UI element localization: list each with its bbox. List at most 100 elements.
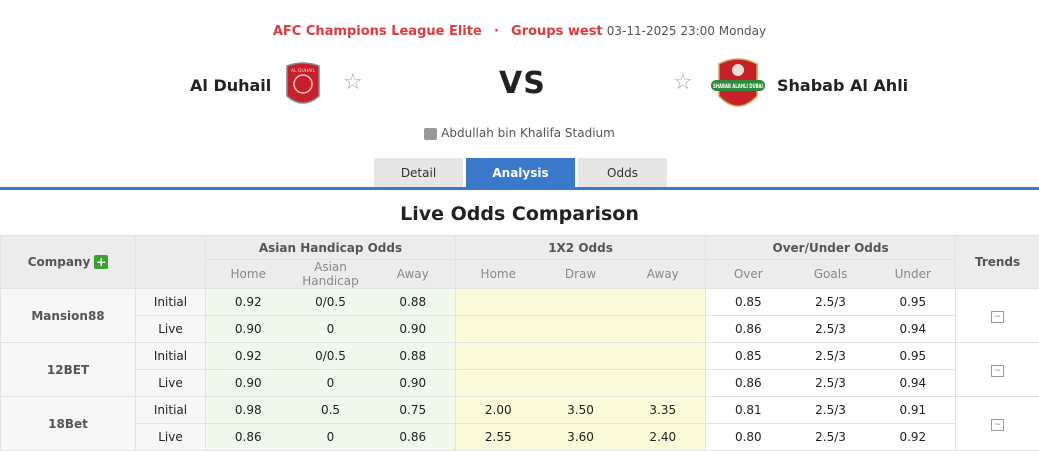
odds-cell: [541, 343, 621, 370]
trend-chart-icon[interactable]: ~: [991, 365, 1004, 377]
odds-cell: 0: [291, 424, 371, 451]
odds-cell: 0.86: [206, 424, 291, 451]
odds-cell: [541, 289, 621, 316]
trends-cell: ~: [956, 343, 1039, 397]
odds-cell: 3.35: [621, 397, 706, 424]
odds-cell: 0.90: [371, 316, 456, 343]
odds-cell: 3.50: [541, 397, 621, 424]
company-name[interactable]: 12BET: [1, 343, 136, 397]
trends-header: Trends: [956, 236, 1039, 289]
odds-cell: 0.86: [371, 424, 456, 451]
odds-cell: 0.81: [706, 397, 791, 424]
away-team-name[interactable]: Shabab Al Ahli: [777, 76, 908, 95]
odds-type: Initial: [136, 397, 206, 424]
odds-cell: 0.80: [706, 424, 791, 451]
odds-cell: 0: [291, 316, 371, 343]
add-company-plus-icon[interactable]: +: [94, 255, 108, 269]
ah-group-header: Asian Handicap Odds: [206, 236, 456, 260]
odds-cell: 0.94: [871, 316, 956, 343]
league-link[interactable]: AFC Champions League Elite: [273, 24, 482, 39]
favorite-home-star-icon[interactable]: ☆: [343, 70, 363, 95]
odds-type: Live: [136, 316, 206, 343]
subheader-asian-handicap: Asian Handicap: [291, 260, 371, 289]
subheader-home: Home: [206, 260, 291, 289]
subheader-goals: Goals: [791, 260, 871, 289]
odds-cell: 0.88: [371, 343, 456, 370]
odds-cell: [456, 289, 541, 316]
venue: Abdullah bin Khalifa Stadium: [0, 126, 1039, 140]
trend-chart-icon[interactable]: ~: [991, 311, 1004, 323]
odds-cell: 2.55: [456, 424, 541, 451]
section-title: Live Odds Comparison: [0, 203, 1039, 225]
home-team-name[interactable]: Al Duhail: [190, 76, 271, 95]
odds-cell: 2.5/3: [791, 316, 871, 343]
tab-odds[interactable]: Odds: [578, 158, 667, 188]
odds-cell: 0.90: [206, 370, 291, 397]
trend-chart-icon[interactable]: ~: [991, 419, 1004, 431]
odds-cell: 0.95: [871, 289, 956, 316]
vs-label: VS: [499, 66, 546, 101]
home-logo-text: AL DUHAIL: [291, 68, 316, 73]
odds-cell: [456, 343, 541, 370]
odds-cell: 2.5/3: [791, 370, 871, 397]
odds-cell: 0.90: [371, 370, 456, 397]
odds-cell: [621, 370, 706, 397]
odds-cell: [621, 343, 706, 370]
company-name[interactable]: 18Bet: [1, 397, 136, 451]
odds-cell: 2.5/3: [791, 424, 871, 451]
match-info: AFC Champions League Elite · Groups west…: [0, 24, 1039, 39]
odds-cell: 0.86: [706, 370, 791, 397]
odds-table: Company+ Asian Handicap Odds 1X2 Odds Ov…: [0, 235, 1039, 451]
odds-cell: 0.98: [206, 397, 291, 424]
ou-group-header: Over/Under Odds: [706, 236, 956, 260]
company-name[interactable]: Mansion88: [1, 289, 136, 343]
company-header: Company+: [1, 236, 136, 289]
odds-cell: 0.92: [206, 343, 291, 370]
odds-cell: 0.90: [206, 316, 291, 343]
odds-cell: 0.91: [871, 397, 956, 424]
type-header: [136, 236, 206, 289]
odds-cell: [621, 316, 706, 343]
odds-cell: 0.5: [291, 397, 371, 424]
match-datetime: 03-11-2025 23:00 Monday: [607, 24, 766, 38]
odds-cell: [621, 289, 706, 316]
odds-cell: 0.92: [206, 289, 291, 316]
odds-cell: 0/0.5: [291, 343, 371, 370]
trends-cell: ~: [956, 289, 1039, 343]
odds-cell: 2.40: [621, 424, 706, 451]
odds-cell: 0.85: [706, 289, 791, 316]
favorite-away-star-icon[interactable]: ☆: [673, 70, 693, 95]
tab-underline: [0, 187, 1039, 190]
odds-cell: 0.88: [371, 289, 456, 316]
trends-cell: ~: [956, 397, 1039, 451]
odds-type: Live: [136, 424, 206, 451]
company-header-label: Company: [28, 255, 91, 269]
stadium-icon: [424, 128, 437, 140]
stage-link[interactable]: Groups west: [511, 24, 603, 39]
separator: ·: [494, 24, 499, 39]
away-logo-text: SHABAB ALAHLI DUBAI: [713, 83, 763, 90]
subheader-over: Over: [706, 260, 791, 289]
odds-cell: [541, 316, 621, 343]
tab-analysis[interactable]: Analysis: [466, 158, 575, 188]
odds-cell: [456, 316, 541, 343]
away-team-logo[interactable]: SHABAB ALAHLI DUBAI: [709, 58, 767, 114]
tab-detail[interactable]: Detail: [374, 158, 463, 188]
subheader-away: Away: [621, 260, 706, 289]
venue-name: Abdullah bin Khalifa Stadium: [441, 126, 615, 140]
odds-cell: [456, 370, 541, 397]
odds-cell: 0.85: [706, 343, 791, 370]
odds-cell: 3.60: [541, 424, 621, 451]
odds-cell: 0.92: [871, 424, 956, 451]
odds-cell: 0/0.5: [291, 289, 371, 316]
home-team-logo[interactable]: AL DUHAIL: [284, 62, 322, 110]
tab-bar: Detail Analysis Odds: [374, 158, 667, 188]
odds-cell: 0.95: [871, 343, 956, 370]
subheader-home: Home: [456, 260, 541, 289]
